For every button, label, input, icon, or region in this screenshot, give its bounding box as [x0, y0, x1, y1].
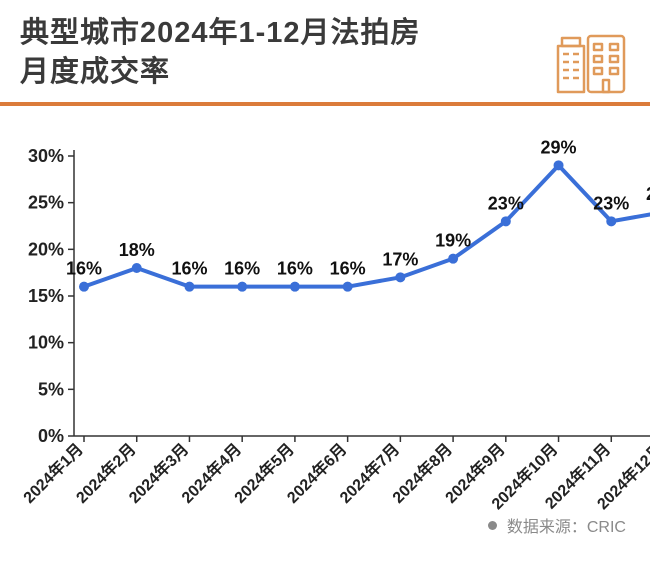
- data-marker: [343, 282, 353, 292]
- data-marker: [554, 161, 564, 171]
- title-line-1: 典型城市2024年1-12月法拍房: [20, 17, 421, 49]
- data-label: 24%: [646, 184, 650, 204]
- source-bullet-icon: [488, 521, 497, 530]
- data-label: 23%: [488, 194, 524, 214]
- y-tick-label: 0%: [38, 426, 64, 446]
- data-line: [84, 166, 650, 287]
- data-marker: [606, 217, 616, 227]
- data-label: 16%: [171, 259, 207, 279]
- data-marker: [237, 282, 247, 292]
- data-marker: [184, 282, 194, 292]
- title-line-2: 月度成交率: [20, 56, 170, 88]
- y-tick-label: 5%: [38, 380, 64, 400]
- data-label: 16%: [224, 259, 260, 279]
- data-label: 16%: [277, 259, 313, 279]
- buildings-icon: [554, 32, 630, 94]
- data-label: 23%: [593, 194, 629, 214]
- y-tick-label: 20%: [28, 240, 64, 260]
- data-label: 16%: [66, 259, 102, 279]
- line-chart: 0%5%10%15%20%25%30%2024年1月2024年2月2024年3月…: [20, 126, 650, 546]
- y-tick-label: 25%: [28, 193, 64, 213]
- data-label: 16%: [330, 259, 366, 279]
- chart-header: 典型城市2024年1-12月法拍房 月度成交率: [0, 0, 650, 106]
- data-source: 数据来源：CRIC: [488, 513, 626, 537]
- data-marker: [395, 273, 405, 283]
- y-tick-label: 15%: [28, 286, 64, 306]
- data-label: 29%: [541, 138, 577, 158]
- data-marker: [448, 254, 458, 264]
- source-label: 数据来源：CRIC: [507, 513, 626, 537]
- y-tick-label: 30%: [28, 146, 64, 166]
- data-marker: [501, 217, 511, 227]
- data-marker: [290, 282, 300, 292]
- chart-container: 0%5%10%15%20%25%30%2024年1月2024年2月2024年3月…: [0, 106, 650, 551]
- data-label: 18%: [119, 240, 155, 260]
- data-label: 19%: [435, 231, 471, 251]
- data-label: 17%: [382, 250, 418, 270]
- chart-title: 典型城市2024年1-12月法拍房 月度成交率: [20, 14, 421, 92]
- data-marker: [79, 282, 89, 292]
- y-tick-label: 10%: [28, 333, 64, 353]
- data-marker: [132, 263, 142, 273]
